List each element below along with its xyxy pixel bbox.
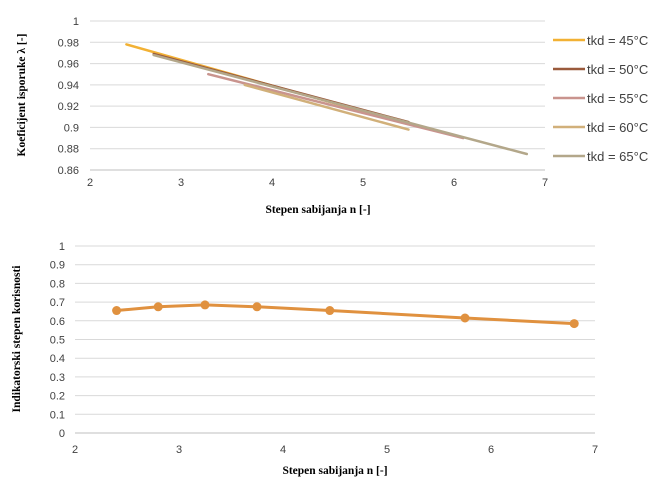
y-tick-label: 0.6 bbox=[50, 316, 65, 328]
y-axis-title: Koeficijent isporuke λ [-] bbox=[16, 34, 28, 157]
x-tick-label: 2 bbox=[87, 177, 93, 189]
y-tick-label: 0 bbox=[59, 428, 65, 440]
x-tick-label: 3 bbox=[178, 177, 184, 189]
indicator-efficiency-chart: 0 0.1 0.2 0.3 0.4 0.5 0.6 0.7 0.8 0.9 1 2 3 4 5 6 7 Stepe… bbox=[11, 241, 598, 477]
series-line bbox=[152, 53, 529, 156]
delivery-coefficient-chart: 0.86 0.88 0.9 0.92 0.94 0.96 0.98 1 2 3 4 5 6 7 Stepen… bbox=[16, 16, 648, 216]
y-tick-label: 0.9 bbox=[50, 260, 65, 272]
y-tick-label: 0.94 bbox=[58, 80, 79, 92]
y-tick-label: 0.4 bbox=[50, 353, 65, 365]
y-tick-label: 0.2 bbox=[50, 391, 65, 403]
x-tick-label: 3 bbox=[176, 444, 182, 456]
x-tick-label: 7 bbox=[542, 177, 548, 189]
legend-label: tkd = 45°C bbox=[587, 33, 648, 48]
y-tick-label: 0.9 bbox=[64, 122, 79, 134]
x-tick-label: 7 bbox=[592, 444, 598, 456]
y-tick-label: 0.86 bbox=[58, 165, 79, 177]
x-tick-label: 6 bbox=[451, 177, 457, 189]
y-tick-label: 1 bbox=[73, 16, 79, 28]
data-point bbox=[112, 306, 122, 316]
series-line bbox=[243, 83, 410, 131]
x-tick-label: 5 bbox=[384, 444, 390, 456]
y-tick-label: 0.92 bbox=[58, 101, 79, 113]
x-axis-title: Stepen sabijanja n [-] bbox=[282, 465, 387, 477]
data-point bbox=[325, 306, 335, 316]
y-axis-title: Indikatorski stepen korisnosti bbox=[11, 265, 23, 413]
x-tick-label: 4 bbox=[269, 177, 275, 189]
y-tick-label: 1 bbox=[59, 241, 65, 253]
x-tick-label: 2 bbox=[72, 444, 78, 456]
legend-label: tkd = 60°C bbox=[587, 120, 648, 135]
legend-label: tkd = 50°C bbox=[587, 62, 648, 77]
y-tick-label: 0.8 bbox=[50, 278, 65, 290]
x-tick-label: 4 bbox=[280, 444, 286, 456]
y-tick-label: 0.96 bbox=[58, 59, 79, 71]
x-tick-label: 6 bbox=[488, 444, 494, 456]
data-point bbox=[252, 302, 262, 312]
data-point bbox=[200, 300, 210, 310]
legend-label: tkd = 65°C bbox=[587, 149, 648, 164]
x-axis-title: Stepen sabijanja n [-] bbox=[265, 204, 370, 216]
y-tick-label: 0.5 bbox=[50, 335, 65, 347]
y-tick-label: 0.88 bbox=[58, 144, 79, 156]
y-tick-label: 0.7 bbox=[50, 297, 65, 309]
y-tick-label: 0.3 bbox=[50, 372, 65, 384]
data-point bbox=[460, 313, 470, 323]
y-tick-label: 0.1 bbox=[50, 409, 65, 421]
data-point bbox=[569, 319, 579, 329]
data-point bbox=[153, 302, 163, 312]
legend-label: tkd = 55°C bbox=[587, 91, 648, 106]
y-tick-label: 0.98 bbox=[58, 37, 79, 49]
series-line bbox=[207, 72, 465, 140]
x-tick-label: 5 bbox=[360, 177, 366, 189]
